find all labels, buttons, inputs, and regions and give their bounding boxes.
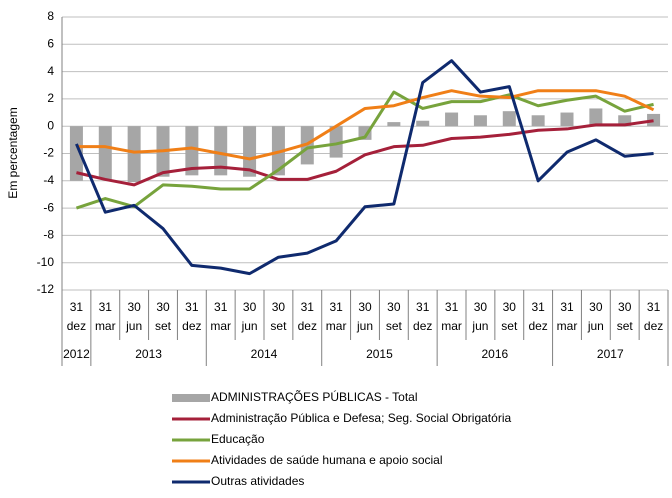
line xyxy=(75,90,654,210)
x-tick-day: 31 xyxy=(301,300,315,314)
line xyxy=(76,89,655,161)
x-tick-day: 30 xyxy=(503,300,517,314)
x-tick-day: 31 xyxy=(445,300,459,314)
legend-swatch xyxy=(172,394,210,402)
x-tick-day: 30 xyxy=(156,300,170,314)
bar xyxy=(473,115,487,127)
x-tick-month: set xyxy=(501,319,518,333)
bar xyxy=(127,126,141,183)
bar xyxy=(589,108,603,127)
legend-label: ADMINISTRAÇÕES PÚBLICAS - Total xyxy=(211,389,418,404)
x-group-label: 2014 xyxy=(251,347,278,361)
bar xyxy=(502,111,516,127)
x-tick-day: 30 xyxy=(618,300,632,314)
x-tick-month: mar xyxy=(95,319,116,333)
legend-label: Outras atividades xyxy=(211,474,304,488)
x-tick-day: 31 xyxy=(647,300,661,314)
x-tick-month: set xyxy=(270,319,287,333)
x-tick-day: 31 xyxy=(416,300,430,314)
x-tick-day: 31 xyxy=(329,300,343,314)
bar xyxy=(214,126,228,176)
bar xyxy=(243,126,257,177)
x-group-label: 2012 xyxy=(63,347,90,361)
y-axis-label: Em percentagem xyxy=(6,107,20,198)
x-group-label: 2015 xyxy=(366,347,393,361)
bar xyxy=(647,113,661,127)
x-tick-month: set xyxy=(386,319,403,333)
x-tick-month: jun xyxy=(125,319,142,333)
y-tick-label: 0 xyxy=(47,118,54,132)
x-tick-day: 31 xyxy=(531,300,545,314)
x-group-label: 2016 xyxy=(482,347,509,361)
y-tick-label: -8 xyxy=(43,228,54,242)
x-tick-month: set xyxy=(617,319,634,333)
x-tick-month: jun xyxy=(471,319,488,333)
bar xyxy=(387,122,401,127)
x-tick-month: dez xyxy=(413,319,432,333)
bar xyxy=(531,115,545,127)
x-tick-month: mar xyxy=(210,319,231,333)
legend-label: Atividades de saúde humana e apoio socia… xyxy=(211,453,443,467)
y-tick-label: 2 xyxy=(47,91,54,105)
x-tick-month: dez xyxy=(528,319,547,333)
x-tick-day: 31 xyxy=(99,300,113,314)
bar xyxy=(98,126,112,180)
x-tick-month: mar xyxy=(557,319,578,333)
x-tick-day: 30 xyxy=(358,300,372,314)
x-tick-day: 31 xyxy=(70,300,84,314)
x-tick-day: 30 xyxy=(387,300,401,314)
bar xyxy=(416,120,430,127)
y-tick-label: 6 xyxy=(47,36,54,50)
x-tick-day: 30 xyxy=(272,300,286,314)
x-tick-month: dez xyxy=(298,319,317,333)
x-tick-month: jun xyxy=(587,319,604,333)
x-tick-day: 30 xyxy=(474,300,488,314)
x-tick-day: 30 xyxy=(243,300,257,314)
x-tick-day: 30 xyxy=(127,300,141,314)
y-tick-label: 4 xyxy=(47,64,54,78)
x-tick-month: dez xyxy=(644,319,663,333)
x-tick-month: dez xyxy=(182,319,201,333)
bar xyxy=(618,115,632,127)
y-tick-label: -6 xyxy=(43,200,54,214)
x-tick-day: 31 xyxy=(214,300,228,314)
y-tick-label: -2 xyxy=(43,146,54,160)
bar xyxy=(445,112,459,127)
x-group-label: 2013 xyxy=(135,347,162,361)
x-tick-month: set xyxy=(155,319,172,333)
x-tick-month: jun xyxy=(356,319,373,333)
x-tick-month: mar xyxy=(326,319,347,333)
bar xyxy=(69,126,83,181)
x-tick-month: jun xyxy=(241,319,258,333)
x-tick-day: 31 xyxy=(185,300,199,314)
x-tick-day: 31 xyxy=(560,300,574,314)
x-tick-day: 30 xyxy=(589,300,603,314)
x-tick-month: mar xyxy=(441,319,462,333)
x-group-label: 2017 xyxy=(597,347,624,361)
legend-label: Educação xyxy=(211,432,265,446)
line xyxy=(76,119,654,187)
line xyxy=(75,59,654,276)
y-tick-label: -4 xyxy=(43,173,54,187)
bar xyxy=(185,126,199,176)
x-tick-month: dez xyxy=(67,319,86,333)
y-tick-label: -10 xyxy=(37,255,55,269)
bar xyxy=(329,126,343,158)
bar xyxy=(560,112,574,127)
y-tick-label: -12 xyxy=(37,282,55,296)
legend-label: Administração Pública e Defesa; Seg. Soc… xyxy=(211,411,511,425)
y-tick-label: 8 xyxy=(47,9,54,23)
